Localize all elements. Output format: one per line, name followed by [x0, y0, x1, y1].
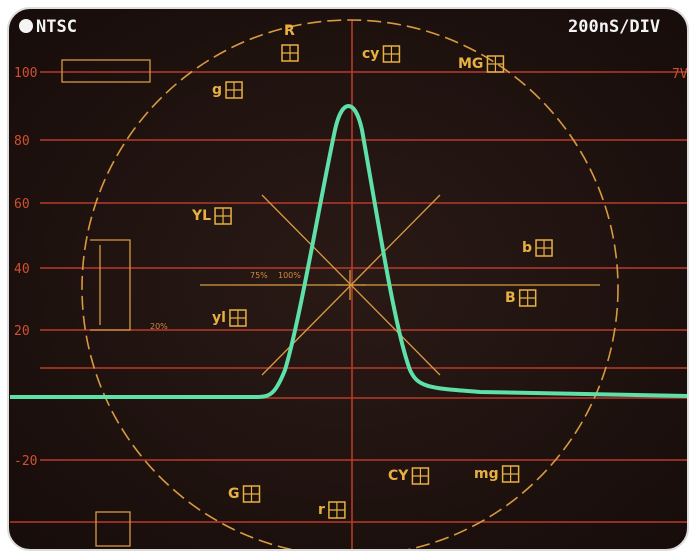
mode-icon: [19, 19, 33, 33]
ire-label: 40: [14, 262, 30, 277]
ire-label: 20: [14, 324, 30, 339]
target-label: g: [212, 82, 222, 98]
target-label: R: [284, 23, 295, 39]
ire-label: 80: [14, 134, 30, 149]
mode: NTSC: [36, 17, 77, 37]
frame: [7, 7, 689, 551]
target-cross: [229, 310, 246, 326]
timebase: 200nS/DIV: [568, 17, 660, 37]
target-cross: [226, 82, 243, 98]
target-cross: [519, 290, 536, 306]
marker: 100%: [278, 271, 301, 280]
target-label: MG: [458, 56, 483, 72]
marker: 75%: [250, 271, 268, 280]
target-label: B: [505, 290, 516, 306]
target-cross: [412, 468, 429, 484]
ire-label: -20: [14, 454, 37, 469]
target-label: cy: [362, 46, 379, 62]
target-label: CY: [388, 468, 409, 484]
target-cross: [215, 208, 232, 224]
target-cross: [502, 466, 519, 482]
target-label: YL: [191, 208, 211, 224]
target-label: yl: [212, 310, 226, 326]
target-label: b: [522, 240, 532, 256]
vector-circle: [81, 19, 619, 550]
target-label: G: [228, 486, 240, 502]
ire-label: 100: [14, 66, 37, 81]
ire-label: 60: [14, 197, 30, 212]
target-label: mg: [474, 466, 499, 482]
ire-labels: 100 80 60 40 20 -20: [14, 66, 37, 469]
target-cross: [383, 46, 400, 62]
target-cross: [536, 240, 553, 256]
waveform: [10, 104, 688, 399]
target-label: r: [318, 502, 325, 518]
target-cross: [328, 502, 345, 518]
marker: 20%: [150, 322, 168, 331]
target-cross: [487, 56, 504, 72]
target-cross: [243, 486, 260, 502]
right-label: 7V: [672, 67, 688, 82]
targets: Rcy MG g YL b Byl Gr CY mg: [191, 23, 553, 519]
target-cross: [282, 45, 298, 61]
